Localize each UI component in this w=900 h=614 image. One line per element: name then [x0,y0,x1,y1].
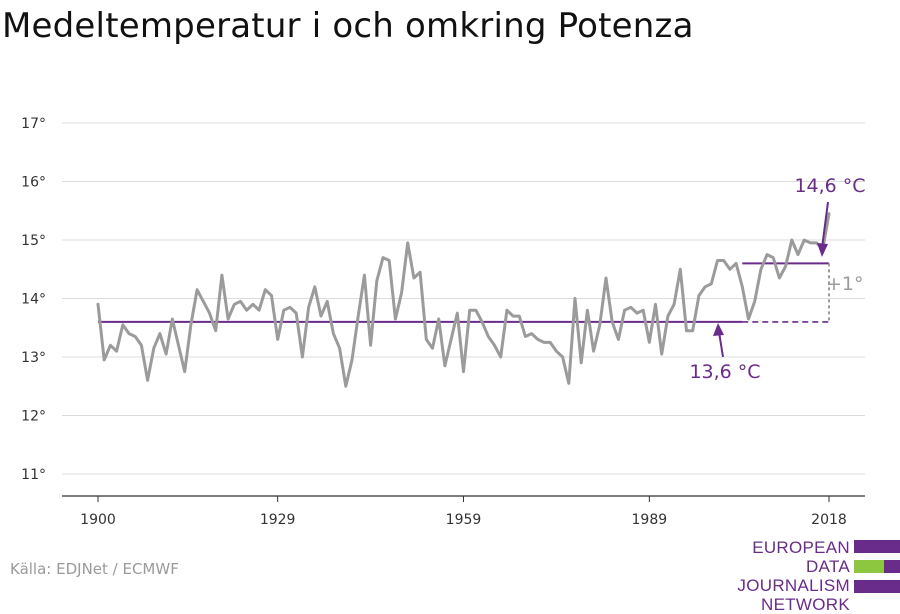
recent-average-label: 14,6 °C [794,175,865,197]
x-tick-label: 1959 [446,512,482,528]
logo-text: EUROPEAN DATA JOURNALISM NETWORK [700,538,850,614]
x-axis-ticks: 1900 1929 1959 1989 2018 [80,496,847,528]
logo-bars [854,540,900,596]
delta-label: +1° [826,273,864,295]
y-tick-label: 14° [21,292,46,308]
baseline-average-label: 13,6 °C [689,361,760,383]
logo-line: DATA JOURNALISM [737,557,850,595]
x-tick-label: 1900 [80,512,116,528]
temperature-series-line [96,212,831,388]
annotations: 14,6 °C 13,6 °C +1° [689,175,865,383]
chart-title: Medeltemperatur i och omkring Potenza [2,6,694,46]
logo-bar [854,580,900,593]
x-tick-label: 1929 [260,512,296,528]
x-tick-label: 2018 [811,512,847,528]
x-tick-label: 1989 [632,512,668,528]
y-tick-label: 16° [21,175,46,191]
y-tick-label: 13° [21,350,46,366]
y-tick-label: 12° [21,409,46,425]
recent-label-arrow-shaft [821,201,829,249]
baseline-label-arrow-shaft [718,331,724,358]
logo-line: EUROPEAN [752,538,850,557]
source-note: Källa: EDJNet / ECMWF [10,560,179,578]
logo-line: NETWORK [761,595,850,614]
logo-bar [854,540,900,553]
logo-bar-accent [854,560,884,573]
y-tick-label: 17° [21,116,46,132]
y-axis-ticks: 11° 12° 13° 14° 15° 16° 17° [21,116,46,483]
recent-label-arrowhead [817,243,828,257]
baseline-label-arrowhead [713,323,724,336]
logo-bar [884,560,900,573]
series-group [96,212,831,388]
y-tick-label: 11° [21,467,46,483]
reference-lines [98,262,830,323]
line-chart: 11° 12° 13° 14° 15° 16° 17° 1900 1929 1959 1989 20… [21,116,865,528]
y-tick-label: 15° [21,233,46,249]
edjnet-logo: EUROPEAN DATA JOURNALISM NETWORK [700,538,900,614]
